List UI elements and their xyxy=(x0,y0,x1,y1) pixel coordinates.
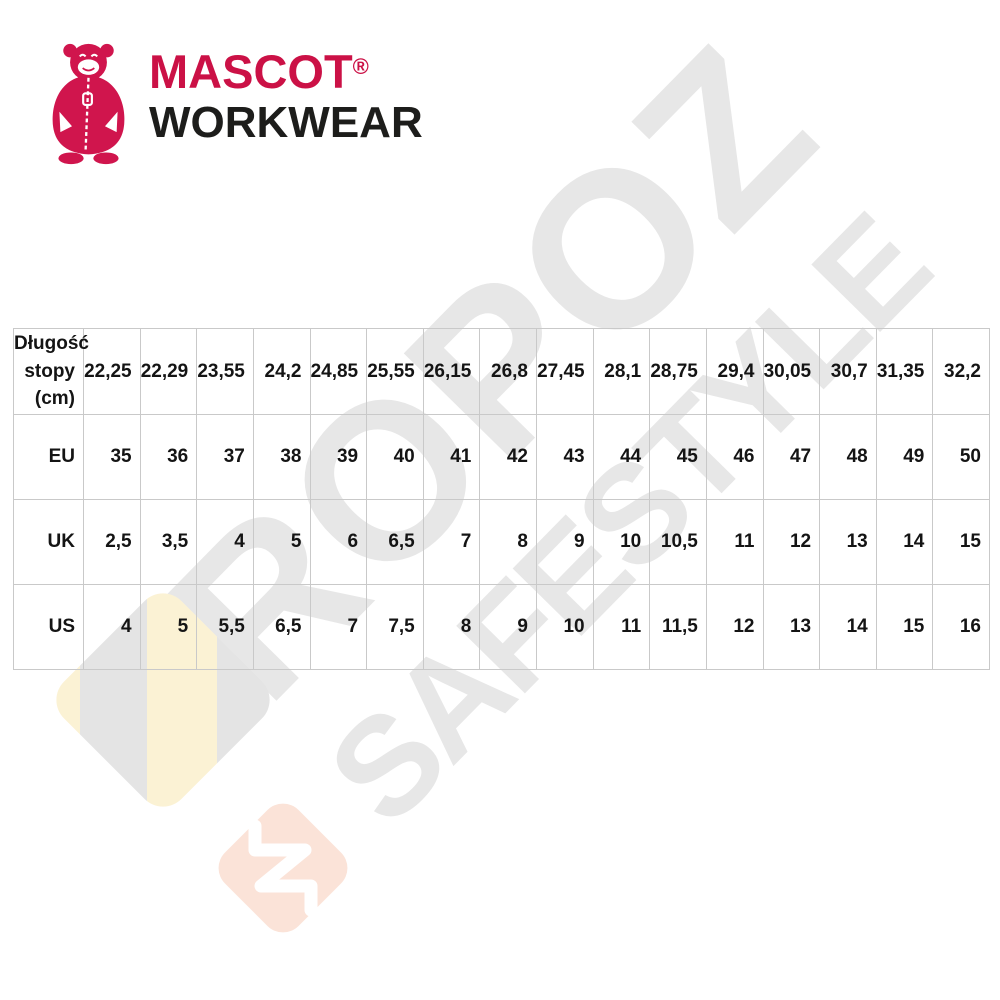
cell-foot-length: 24,85 xyxy=(309,328,368,415)
cell-us: 16 xyxy=(932,584,990,670)
cell-uk: 8 xyxy=(479,499,537,585)
cell-uk: 15 xyxy=(932,499,990,585)
cell-uk: 2,5 xyxy=(83,499,141,585)
cell-us: 11,5 xyxy=(649,584,707,670)
cell-foot-length: 31,35 xyxy=(875,328,934,415)
cell-foot-length: 25,55 xyxy=(366,328,424,415)
cell-uk: 3,5 xyxy=(139,499,198,585)
cell-eu: 43 xyxy=(536,414,594,500)
registered-mark-icon: ® xyxy=(352,54,369,79)
cell-eu: 46 xyxy=(705,414,764,500)
row-label-eu: EU xyxy=(13,414,84,500)
cell-eu: 50 xyxy=(932,414,990,500)
cell-foot-length: 28,75 xyxy=(649,328,707,415)
cell-eu: 40 xyxy=(366,414,424,500)
row-label-foot-length: Długość stopy (cm) xyxy=(13,328,89,415)
cell-eu: 49 xyxy=(875,414,934,500)
cell-us: 11 xyxy=(592,584,651,670)
row-label-us: US xyxy=(13,584,84,670)
size-table: Długość stopy (cm) 22,25 22,29 23,55 24,… xyxy=(13,328,990,670)
brand-name-text: MASCOT xyxy=(149,45,353,98)
cell-eu: 48 xyxy=(819,414,877,500)
cell-eu: 36 xyxy=(139,414,198,500)
cell-us: 8 xyxy=(422,584,481,670)
cell-foot-length: 24,2 xyxy=(252,328,311,415)
cell-eu: 39 xyxy=(309,414,368,500)
cell-uk: 13 xyxy=(819,499,877,585)
cell-us: 7,5 xyxy=(366,584,424,670)
cell-us: 14 xyxy=(819,584,877,670)
cell-foot-length: 26,15 xyxy=(422,328,481,415)
cell-eu: 47 xyxy=(762,414,821,500)
mascot-bear-icon xyxy=(52,43,125,165)
cell-uk: 11 xyxy=(705,499,764,585)
cell-eu: 44 xyxy=(592,414,651,500)
cell-foot-length: 30,05 xyxy=(762,328,821,415)
cell-us: 5 xyxy=(139,584,198,670)
cell-uk: 14 xyxy=(875,499,934,585)
table-row-eu: EU 35 36 37 38 39 40 41 42 43 44 45 46 4… xyxy=(13,414,990,500)
brand-name: MASCOT® xyxy=(149,48,423,95)
cell-uk: 9 xyxy=(536,499,594,585)
cell-us: 15 xyxy=(875,584,934,670)
cell-us: 10 xyxy=(536,584,594,670)
cell-eu: 45 xyxy=(649,414,707,500)
brand-header: MASCOT® WORKWEAR xyxy=(40,38,423,168)
row-label-uk: UK xyxy=(13,499,84,585)
cell-uk: 10,5 xyxy=(649,499,707,585)
cell-uk: 6 xyxy=(309,499,368,585)
cell-eu: 38 xyxy=(252,414,311,500)
cell-eu: 41 xyxy=(422,414,481,500)
table-row-us: US 4 5 5,5 6,5 7 7,5 8 9 10 11 11,5 12 1… xyxy=(13,584,990,670)
cell-uk: 4 xyxy=(196,499,254,585)
cell-uk: 6,5 xyxy=(366,499,424,585)
cell-us: 6,5 xyxy=(252,584,311,670)
cell-uk: 7 xyxy=(422,499,481,585)
cell-foot-length: 32,2 xyxy=(932,328,990,415)
cell-us: 9 xyxy=(479,584,537,670)
cell-uk: 12 xyxy=(762,499,821,585)
cell-foot-length: 29,4 xyxy=(705,328,764,415)
cell-us: 12 xyxy=(705,584,764,670)
cell-foot-length: 27,45 xyxy=(536,328,594,415)
cell-uk: 10 xyxy=(592,499,651,585)
cell-foot-length: 30,7 xyxy=(819,328,877,415)
cell-us: 5,5 xyxy=(196,584,254,670)
cell-eu: 37 xyxy=(196,414,254,500)
cell-us: 4 xyxy=(83,584,141,670)
cell-foot-length: 22,25 xyxy=(83,328,141,415)
cell-us: 13 xyxy=(762,584,821,670)
table-row-foot-length: Długość stopy (cm) 22,25 22,29 23,55 24,… xyxy=(13,328,990,415)
cell-foot-length: 26,8 xyxy=(479,328,537,415)
watermark-s-icon xyxy=(218,803,348,933)
brand-subtitle: WORKWEAR xyxy=(149,98,423,147)
cell-us: 7 xyxy=(309,584,368,670)
cell-eu: 35 xyxy=(83,414,141,500)
cell-uk: 5 xyxy=(252,499,311,585)
cell-foot-length: 22,29 xyxy=(139,328,198,415)
cell-foot-length: 23,55 xyxy=(196,328,254,415)
table-row-uk: UK 2,5 3,5 4 5 6 6,5 7 8 9 10 10,5 11 12… xyxy=(13,499,990,585)
cell-eu: 42 xyxy=(479,414,537,500)
cell-foot-length: 28,1 xyxy=(592,328,651,415)
